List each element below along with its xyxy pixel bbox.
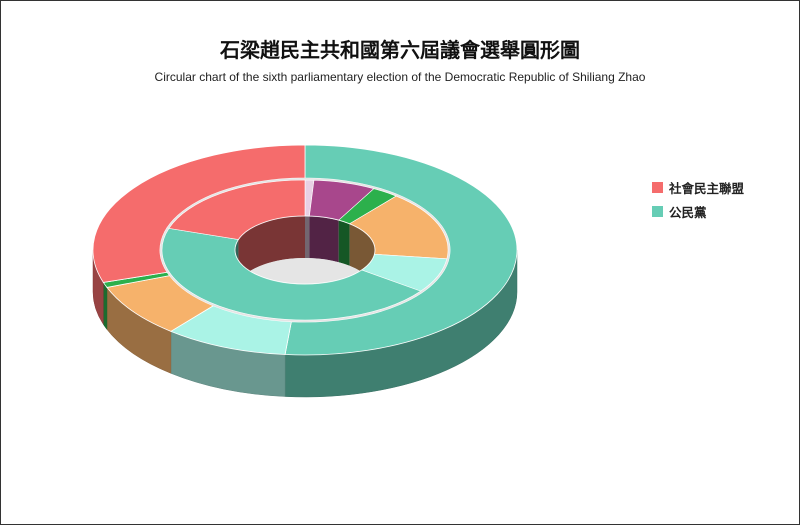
- chart-subtitle: Circular chart of the sixth parliamentar…: [154, 70, 646, 84]
- legend-item[interactable]: 公民黨: [652, 204, 744, 220]
- chart-legend: 社會民主聯盟 公民黨: [652, 180, 744, 228]
- legend-swatch: [652, 205, 663, 217]
- legend-label: 公民黨: [669, 204, 707, 220]
- chart-title: 石梁趙民主共和國第六屆議會選舉圓形圖: [220, 38, 580, 62]
- legend-swatch: [652, 181, 663, 193]
- outer-ring-slice-4: [92, 144, 306, 283]
- legend-item[interactable]: 社會民主聯盟: [652, 180, 745, 196]
- outer-ring-slice-0: [284, 144, 518, 356]
- hole-rim: [234, 215, 376, 285]
- legend-label: 社會民主聯盟: [669, 180, 745, 196]
- inner-ring-wall-0-0: [305, 216, 310, 259]
- inner-ring-wall-6-0: [238, 216, 305, 282]
- outer-ring-side-3: [103, 281, 108, 331]
- inner-ring-wall-1-0: [309, 216, 339, 263]
- inner-ring-wall-2-0: [338, 220, 350, 266]
